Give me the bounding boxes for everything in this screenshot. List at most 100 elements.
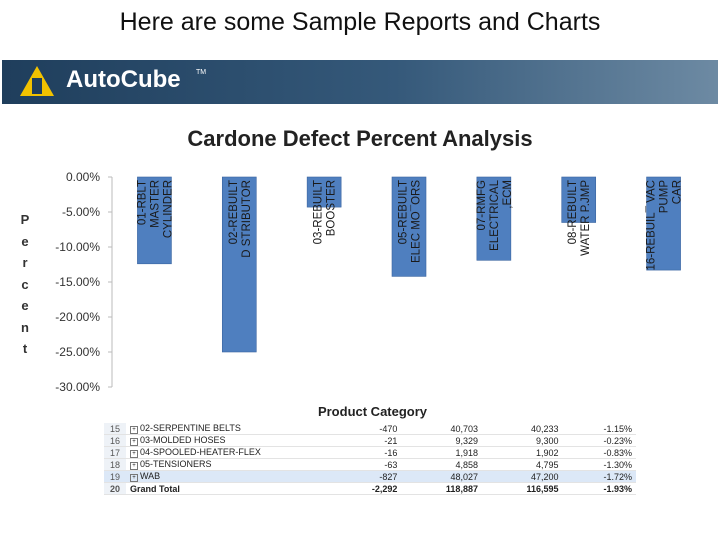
y-axis-label-letter: r (22, 255, 28, 270)
row-number: 20 (104, 482, 126, 495)
value-cell: -16 (334, 446, 402, 459)
category-label: 16-REBUIL¯ VAC PUMP CAR (646, 180, 684, 271)
category-label: 05-REBUILT ELEC MO¯ORS (398, 180, 423, 263)
value-cell: 9,300 (481, 434, 563, 447)
category-label-line: PUMP (659, 180, 671, 214)
chart-panel (2, 104, 718, 404)
grand-total-row: 20 Grand Total -2,292 118,887 116,595 -1.93% (104, 482, 636, 495)
row-number: 15 (104, 423, 126, 435)
table-row[interactable]: 15 +02-SERPENTINE BELTS -470 40,703 40,233 -1… (104, 423, 636, 435)
value-cell: 40,233 (481, 423, 563, 435)
percent-cell: -0.23% (562, 434, 636, 447)
value-cell: 1,902 (481, 446, 563, 459)
category-label-line: MASTER (149, 180, 161, 228)
bar (476, 176, 512, 261)
value-cell: 48,027 (401, 470, 482, 483)
category-label: 01-RBLT MASTER CYLINDER (136, 180, 174, 238)
bar (646, 176, 681, 271)
value-cell: -21 (334, 434, 402, 447)
category-label-line: 01-RBLT (136, 180, 148, 225)
value-cell: -470 (334, 423, 402, 435)
row-label: + WAB (126, 470, 334, 483)
category-label: 07-RMFG ELECTRICAL ,ECM (476, 179, 514, 251)
y-tick-label: -5.00% (62, 205, 100, 219)
y-axis-label-letter: n (21, 319, 29, 335)
category-label-line: ,ECM (502, 180, 514, 209)
value-cell: 4,795 (481, 458, 563, 471)
y-tick-label: -20.00% (55, 310, 100, 324)
y-axis-label-letter: P (20, 212, 30, 227)
category-label-line: 07-RMFG (476, 180, 488, 231)
row-label: +02-SERPENTINE BELTS (126, 423, 334, 435)
value-cell: 9,329 (401, 434, 482, 447)
table-row[interactable]: 19 + WAB -827 48,027 47,200 -1.72% (104, 470, 636, 483)
value-cell: 47,200 (481, 470, 563, 483)
x-axis-label: Product Category (317, 404, 428, 419)
expand-toggle-icon[interactable]: + (130, 438, 138, 446)
chart-title: Cardone Defect Percent Analysis (187, 126, 533, 151)
percent-cell: -1.93% (562, 482, 636, 495)
category-label-line: 03-REBUILT (313, 180, 325, 244)
category-label-line: 05-REBUILT (398, 180, 410, 244)
pivot-table: 15 +02-SERPENTINE BELTS -470 40,703 40,233 -1… (104, 423, 636, 495)
row-number: 16 (104, 434, 126, 447)
logo-notch (32, 78, 42, 94)
bar (221, 176, 257, 353)
value-cell: 1,918 (401, 446, 482, 459)
category-label-line: BOOSTER (326, 180, 338, 236)
row-number: 17 (104, 446, 126, 459)
row-number: 19 (104, 470, 126, 483)
slide-title: Here are some Sample Reports and Charts (119, 8, 601, 36)
row-label: Grand Total (126, 482, 334, 495)
percent-cell: -0.83% (562, 446, 636, 459)
table-row[interactable]: 17 +04-SPOOLED-HEATER-FLEX -16 1,918 1,902 -0… (104, 446, 636, 459)
value-cell: -827 (334, 470, 402, 483)
category-label: 02-REBUILT D STRIBUTOR (228, 180, 253, 258)
bar (391, 176, 427, 277)
row-label: +05-TENSIONERS (126, 458, 334, 471)
category-label: 08-REBUILT WATER P.JMP (567, 180, 592, 256)
value-cell: 118,887 (401, 482, 482, 495)
y-axis-label-letter: c (21, 276, 29, 292)
percent-cell: -1.15% (562, 423, 636, 435)
category-label-line: CAR (672, 180, 684, 204)
y-axis-label-letter: e (21, 298, 29, 313)
row-number: 18 (104, 458, 126, 471)
category-label-line: 16-REBUIL¯ VAC (646, 180, 658, 271)
percent-cell: -1.72% (562, 470, 636, 483)
y-tick-label: 0.00% (66, 170, 100, 184)
y-tick-label: -15.00% (55, 275, 100, 289)
y-tick-label: -10.00% (55, 240, 100, 254)
category-label-line: 02-REBUILT (228, 180, 240, 244)
table-row[interactable]: 16 +03-MOLDED HOSES -21 9,329 9,300 -0.23% (104, 434, 636, 447)
y-axis-label-letter: e (21, 233, 29, 249)
value-cell: -2,292 (334, 482, 402, 495)
value-cell: -63 (334, 458, 402, 471)
y-axis-label-letter: t (22, 341, 28, 356)
bar (561, 176, 597, 223)
category-label-line: CYLINDER (162, 180, 174, 238)
expand-toggle-icon[interactable]: + (130, 474, 138, 482)
category-label-line: 08-REBUILT (567, 180, 579, 244)
category-label: 03-REBUILT BOOSTER (313, 180, 338, 244)
bar (137, 176, 172, 265)
expand-toggle-icon[interactable]: + (130, 462, 138, 470)
value-cell: 116,595 (481, 482, 563, 495)
row-label: +03-MOLDED HOSES (126, 434, 334, 447)
y-tick-label: -25.00% (55, 345, 100, 359)
category-label-line: WATER P.JMP (580, 180, 592, 256)
row-label: +04-SPOOLED-HEATER-FLEX (126, 446, 334, 459)
bar (306, 176, 342, 208)
value-cell: 40,703 (401, 423, 482, 435)
expand-toggle-icon[interactable]: + (130, 426, 138, 434)
autocube-banner: AutoCube TM (2, 60, 718, 104)
table-row[interactable]: 18 +05-TENSIONERS -63 4,858 4,795 -1.30% (104, 458, 636, 471)
brand-name: AutoCube (66, 66, 181, 93)
value-cell: 4,858 (401, 458, 482, 471)
expand-toggle-icon[interactable]: + (130, 450, 138, 458)
percent-cell: -1.30% (562, 458, 636, 471)
brand-trademark: TM (196, 69, 207, 76)
category-label-line: ELEC MO¯ORS (411, 180, 423, 263)
y-tick-label: -30.00% (55, 380, 100, 394)
